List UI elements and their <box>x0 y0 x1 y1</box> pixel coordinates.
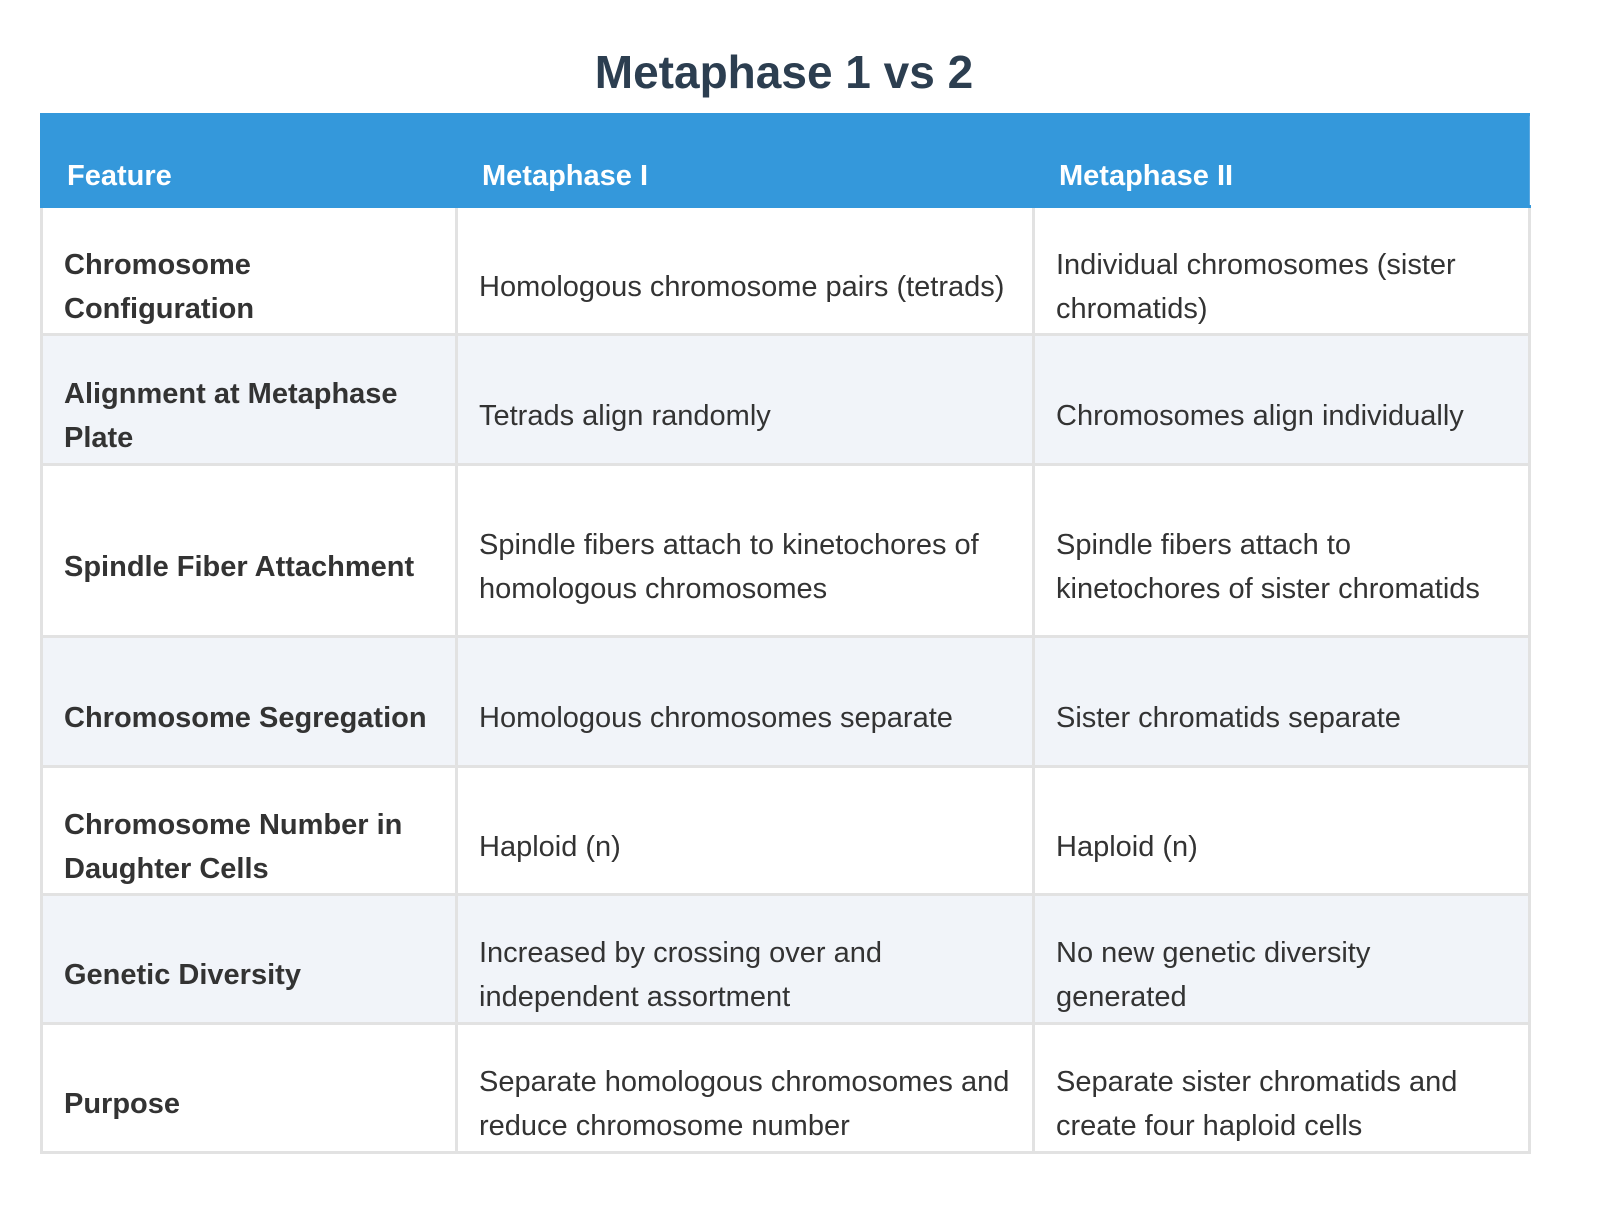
metaphase-1-cell: Spindle fibers attach to kinetochores of… <box>455 463 1035 638</box>
metaphase-2-cell: Spindle fibers attach to kinetochores of… <box>1032 463 1531 638</box>
metaphase-1-cell: Homologous chromosomes separate <box>455 635 1035 768</box>
feature-cell: Alignment at Metaphase Plate <box>40 333 458 466</box>
header-metaphase-1: Metaphase I <box>455 113 1034 208</box>
feature-cell: Chromosome Segregation <box>40 635 458 768</box>
header-feature: Feature <box>40 113 457 208</box>
metaphase-1-cell: Homologous chromosome pairs (tetrads) <box>455 205 1035 336</box>
metaphase-1-cell: Tetrads align randomly <box>455 333 1035 466</box>
feature-cell: Chromosome Configuration <box>40 205 458 336</box>
metaphase-1-cell: Separate homologous chromosomes and redu… <box>455 1022 1035 1154</box>
metaphase-1-cell: Haploid (n) <box>455 765 1035 896</box>
metaphase-2-cell: Separate sister chromatids and create fo… <box>1032 1022 1531 1154</box>
feature-cell: Chromosome Number in Daughter Cells <box>40 765 458 896</box>
table-row: Alignment at Metaphase Plate Tetrads alig… <box>40 333 1531 466</box>
feature-cell: Spindle Fiber Attachment <box>40 463 458 638</box>
table-row: Purpose Separate homologous chromosomes a… <box>40 1022 1531 1154</box>
metaphase-2-cell: Chromosomes align individually <box>1032 333 1531 466</box>
header-row: Feature Metaphase I Metaphase II <box>40 113 1530 208</box>
table-row: Chromosome Number in Daughter Cells Haplo… <box>40 765 1531 896</box>
feature-cell: Genetic Diversity <box>40 893 458 1025</box>
feature-cell: Purpose <box>40 1022 458 1154</box>
metaphase-2-cell: Haploid (n) <box>1032 765 1531 896</box>
page-title: Metaphase 1 vs 2 <box>594 46 974 98</box>
metaphase-2-cell: No new genetic diversity generated <box>1032 893 1531 1025</box>
table-row: Spindle Fiber Attachment Spindle fibers a… <box>40 463 1531 638</box>
header-metaphase-2: Metaphase II <box>1032 113 1530 208</box>
comparison-table: Feature Metaphase I Metaphase II Chromos… <box>40 113 1531 1154</box>
metaphase-1-cell: Increased by crossing over and independe… <box>455 893 1035 1025</box>
table-row: Chromosome Segregation Homologous chromos… <box>40 635 1531 768</box>
metaphase-2-cell: Sister chromatids separate <box>1032 635 1531 768</box>
metaphase-2-cell: Individual chromosomes (sister chromatid… <box>1032 205 1531 336</box>
table-row: Chromosome Configuration Homologous chrom… <box>40 205 1531 336</box>
table-row: Genetic Diversity Increased by crossing o… <box>40 893 1531 1025</box>
